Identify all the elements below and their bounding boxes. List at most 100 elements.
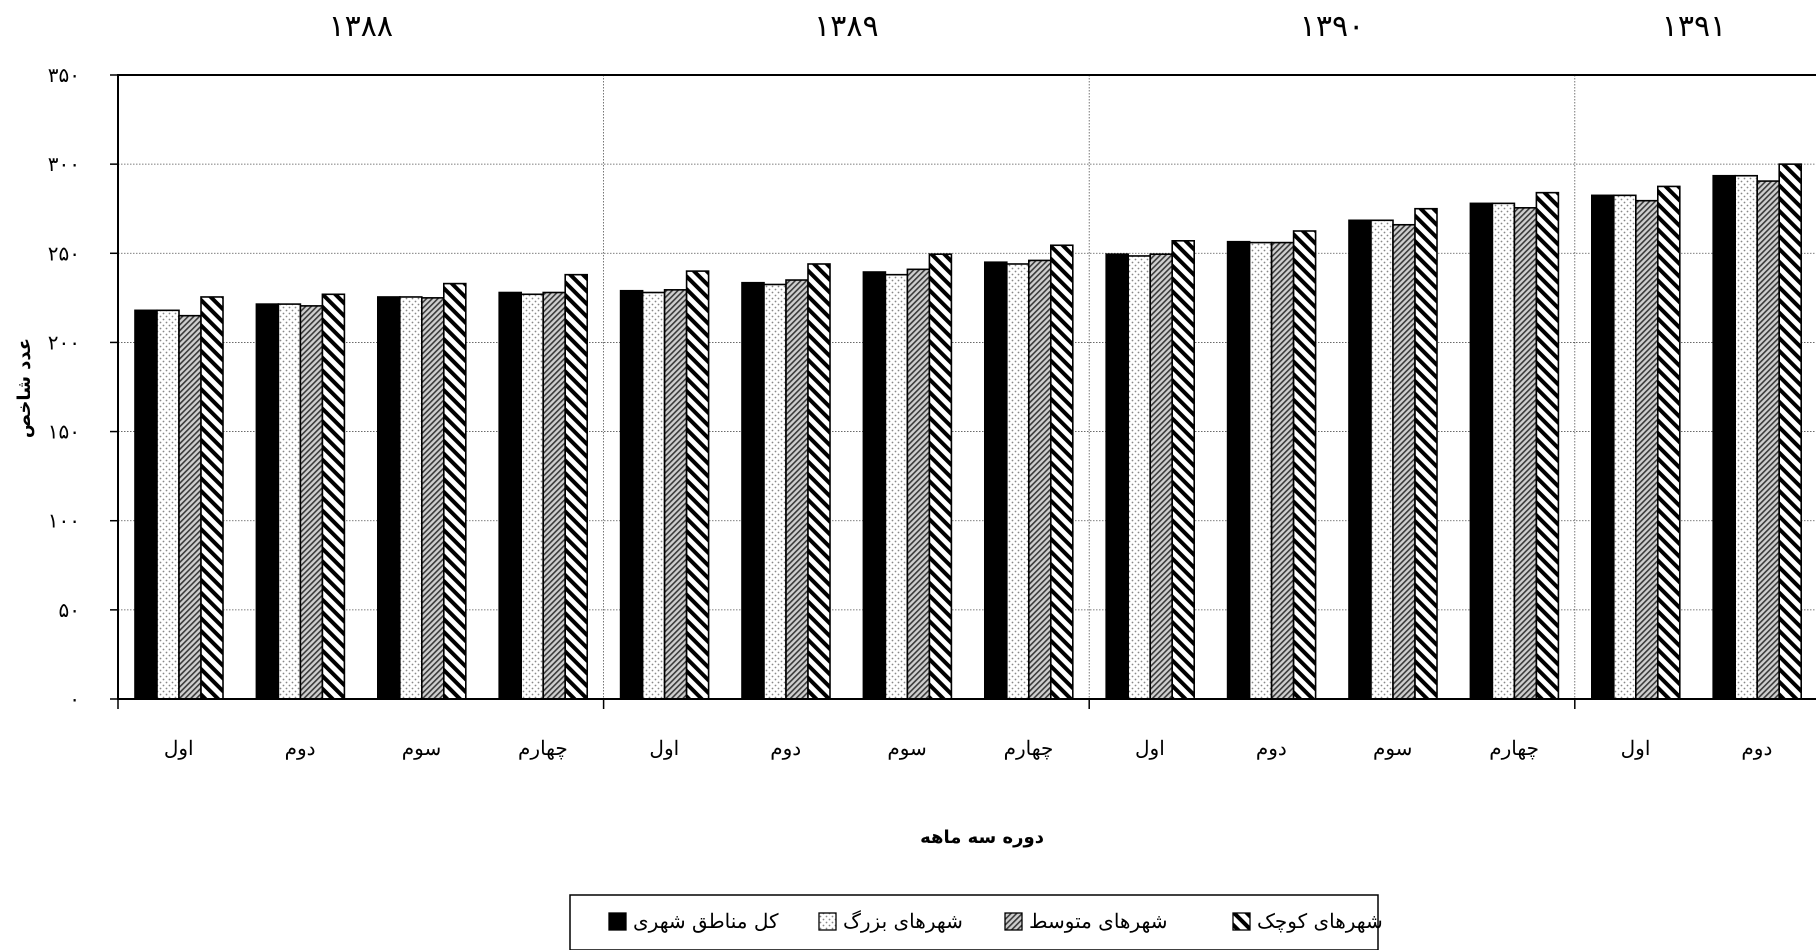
bar-hatch-dense	[1513, 207, 1538, 700]
bar-hatch-dense	[1756, 180, 1780, 700]
bar-solid	[741, 281, 765, 700]
legend-label: شهرهای کوچک	[1257, 909, 1383, 933]
bar-solid	[1226, 240, 1251, 700]
bar-dotted	[277, 303, 302, 700]
bar-dotted	[1734, 174, 1758, 700]
y-axis-title: عدد شاخص	[14, 338, 35, 438]
bar-hatch-dense	[299, 305, 324, 700]
bar-solid	[619, 289, 644, 700]
bar-dotted	[398, 296, 423, 700]
year-label: ۱۳۸۸	[329, 9, 393, 44]
legend-swatch	[1232, 912, 1251, 931]
y-tick-label: ۱۰۰	[48, 509, 80, 533]
bar-solid	[983, 261, 1008, 700]
bar-hatch-wide	[1414, 207, 1438, 700]
bar-solid	[1348, 219, 1372, 700]
x-tick-label: دوم	[1741, 736, 1772, 760]
bar-solid	[862, 271, 887, 700]
bar-hatch-wide	[1535, 191, 1560, 700]
x-tick-label: سوم	[1373, 736, 1412, 760]
x-tick-label: اول	[1621, 736, 1651, 760]
bar-hatch-dense	[542, 291, 567, 700]
bar-hatch-wide	[1657, 185, 1681, 700]
bar-hatch-dense	[1635, 199, 1659, 700]
bar-hatch-dense	[1149, 253, 1173, 700]
bar-dotted	[884, 273, 909, 700]
bar-solid	[1469, 202, 1494, 700]
bar-hatch-wide	[807, 263, 831, 700]
bar-solid	[376, 296, 401, 700]
bar-hatch-dense	[1028, 259, 1052, 700]
x-tick-label: سوم	[887, 736, 926, 760]
y-tick-label: ۳۵۰	[48, 63, 80, 87]
bar-hatch-dense	[663, 289, 688, 700]
bar-hatch-wide	[1292, 230, 1317, 700]
x-axis-title: دوره سه ماهه	[920, 827, 1044, 848]
bar-hatch-wide	[321, 293, 346, 700]
x-tick-label: چهارم	[1489, 736, 1539, 760]
bar-hatch-wide	[1050, 244, 1074, 700]
bar-hatch-wide	[685, 270, 710, 700]
bar-solid	[1105, 253, 1129, 700]
bar-hatch-dense	[906, 268, 931, 700]
legend-label: کل مناطق شهری	[633, 909, 779, 933]
bar-hatch-wide	[564, 273, 589, 700]
y-axis: ۰ ۵۰ ۱۰۰ ۱۵۰ ۲۰۰ ۲۵۰ ۳۰۰ ۳۵۰	[48, 63, 118, 711]
bar-dotted	[1370, 219, 1394, 700]
bar-hatch-wide	[928, 253, 953, 700]
bar-dotted	[1127, 255, 1151, 700]
bar-dotted	[641, 291, 666, 700]
bar-dotted	[156, 309, 180, 700]
bar-solid	[1712, 174, 1736, 700]
legend-label: شهرهای بزرگ	[843, 909, 963, 933]
bar-hatch-wide	[1778, 163, 1802, 700]
bar-solid	[255, 303, 280, 700]
x-tick-label: سوم	[402, 736, 441, 760]
bar-hatch-dense	[420, 297, 445, 700]
y-tick-label: ۵۰	[59, 598, 80, 622]
bar-hatch-wide	[442, 282, 467, 700]
bar-dotted	[763, 283, 787, 700]
legend-label: شهرهای متوسط	[1029, 909, 1168, 933]
x-tick-label: دوم	[285, 736, 316, 760]
legend: کل مناطق شهری شهرهای بزرگ شهرهای متوسط شهره…	[569, 894, 1383, 950]
x-tick-label: دوم	[770, 736, 801, 760]
bar-hatch-dense	[785, 279, 809, 700]
bar-solid	[1591, 194, 1615, 700]
x-tick-label: اول	[164, 736, 194, 760]
y-tick-label: ۲۰۰	[48, 330, 80, 354]
x-tick-label: اول	[1135, 736, 1165, 760]
x-axis: اول دوم سوم چهارم اول دوم سوم چهارم اول دوم سوم چها…	[117, 699, 1772, 760]
bar-dotted	[1491, 202, 1516, 700]
legend-swatch	[818, 912, 837, 931]
year-label: ۱۳۹۱	[1662, 9, 1726, 44]
bar-hatch-dense	[178, 314, 202, 700]
bar-solid	[134, 309, 158, 700]
legend-swatch	[608, 912, 627, 931]
year-label: ۱۳۸۹	[814, 9, 878, 44]
x-tick-label: چهارم	[1004, 736, 1054, 760]
y-tick-label: ۳۰۰	[48, 152, 80, 176]
y-tick-label: ۱۵۰	[48, 420, 80, 444]
plot-frame	[117, 74, 1816, 700]
bar-dotted	[1248, 241, 1273, 700]
bar-hatch-wide	[1171, 240, 1195, 700]
x-tick-label: اول	[649, 736, 679, 760]
bar-solid	[498, 291, 523, 700]
bar-dotted	[520, 293, 545, 700]
bar-dotted	[1613, 194, 1637, 700]
year-separators	[603, 75, 1576, 699]
gridlines	[118, 163, 1816, 611]
bar-hatch-wide	[200, 296, 224, 700]
year-label: ۱۳۹۰	[1300, 9, 1364, 44]
y-tick-label: ۰	[69, 687, 80, 711]
x-tick-label: چهارم	[518, 736, 568, 760]
legend-swatch	[1004, 912, 1023, 931]
bar-hatch-dense	[1270, 241, 1295, 700]
x-tick-label: دوم	[1256, 736, 1287, 760]
year-labels: ۱۳۸۸ ۱۳۸۹ ۱۳۹۰ ۱۳۹۱	[329, 9, 1727, 44]
bar-dotted	[1005, 263, 1030, 700]
bar-hatch-dense	[1392, 223, 1416, 700]
y-tick-label: ۲۵۰	[48, 241, 80, 265]
